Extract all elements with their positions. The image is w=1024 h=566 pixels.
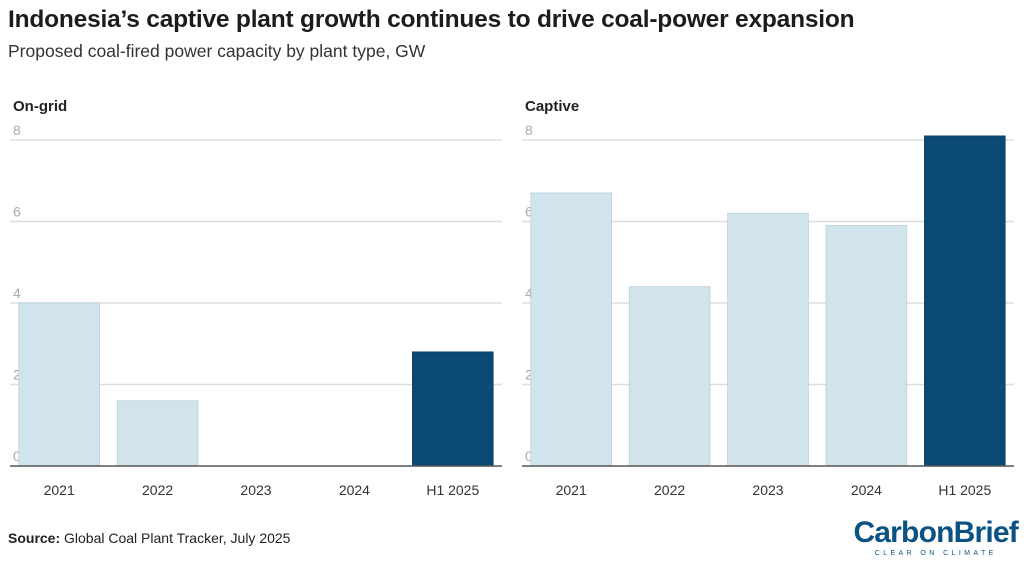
y-tick-label: 4 bbox=[13, 285, 21, 301]
carbonbrief-logo: CarbonBrief CLEAR ON CLIMATE bbox=[853, 518, 1018, 558]
panel-on-grid: On-grid 0 2 4 6 8 2021 2022 2023 2024 H1 2025 bbox=[10, 98, 502, 498]
y-tick-label: 2 bbox=[13, 367, 21, 383]
y-tick-label: 0 bbox=[13, 448, 21, 464]
logo-tagline: CLEAR ON CLIMATE bbox=[874, 550, 997, 557]
panel-title: On-grid bbox=[13, 98, 67, 115]
x-tick-label: 2022 bbox=[654, 482, 685, 498]
source-text: Global Coal Plant Tracker, July 2025 bbox=[64, 530, 291, 546]
chart-subtitle: Proposed coal-fired power capacity by pl… bbox=[8, 41, 426, 61]
x-tick-label: H1 2025 bbox=[938, 482, 991, 498]
x-tick-label: 2023 bbox=[752, 482, 783, 498]
y-tick-label: 4 bbox=[525, 285, 533, 301]
y-tick-label: 0 bbox=[525, 448, 533, 464]
chart-title: Indonesia’s captive plant growth continu… bbox=[8, 6, 855, 33]
x-tick-label: 2024 bbox=[851, 482, 882, 498]
x-tick-label: 2023 bbox=[240, 482, 271, 498]
bar bbox=[727, 212, 809, 467]
y-tick-label: 6 bbox=[525, 204, 533, 220]
bar bbox=[18, 302, 100, 467]
x-tick-label: 2024 bbox=[339, 482, 370, 498]
x-tick-label: 2021 bbox=[44, 482, 75, 498]
x-tick-label: H1 2025 bbox=[426, 482, 479, 498]
x-tick-label: 2021 bbox=[556, 482, 587, 498]
bar bbox=[530, 192, 612, 467]
y-tick-label: 6 bbox=[13, 204, 21, 220]
bar bbox=[924, 135, 1006, 467]
source-note: Source: Global Coal Plant Tracker, July … bbox=[8, 530, 290, 546]
logo-wordmark: CarbonBrief bbox=[853, 516, 1018, 549]
source-label: Source: bbox=[8, 530, 61, 546]
y-tick-label: 2 bbox=[525, 367, 533, 383]
y-tick-label: 8 bbox=[525, 122, 533, 138]
panel-captive: Captive 0 2 4 6 8 2021 2022 2023 2024 H1 2025 bbox=[522, 98, 1014, 498]
bar bbox=[116, 400, 199, 467]
bar bbox=[825, 225, 908, 467]
bar bbox=[628, 286, 711, 467]
x-tick-label: 2022 bbox=[142, 482, 173, 498]
y-tick-label: 8 bbox=[13, 122, 21, 138]
bar bbox=[412, 351, 494, 467]
panel-title: Captive bbox=[525, 98, 579, 115]
